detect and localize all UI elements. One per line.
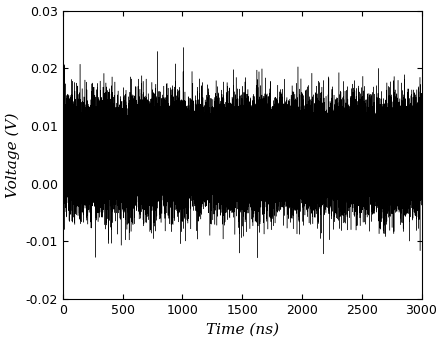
Y-axis label: Voltage (V): Voltage (V) bbox=[6, 112, 20, 198]
X-axis label: Time (ns): Time (ns) bbox=[206, 323, 279, 337]
